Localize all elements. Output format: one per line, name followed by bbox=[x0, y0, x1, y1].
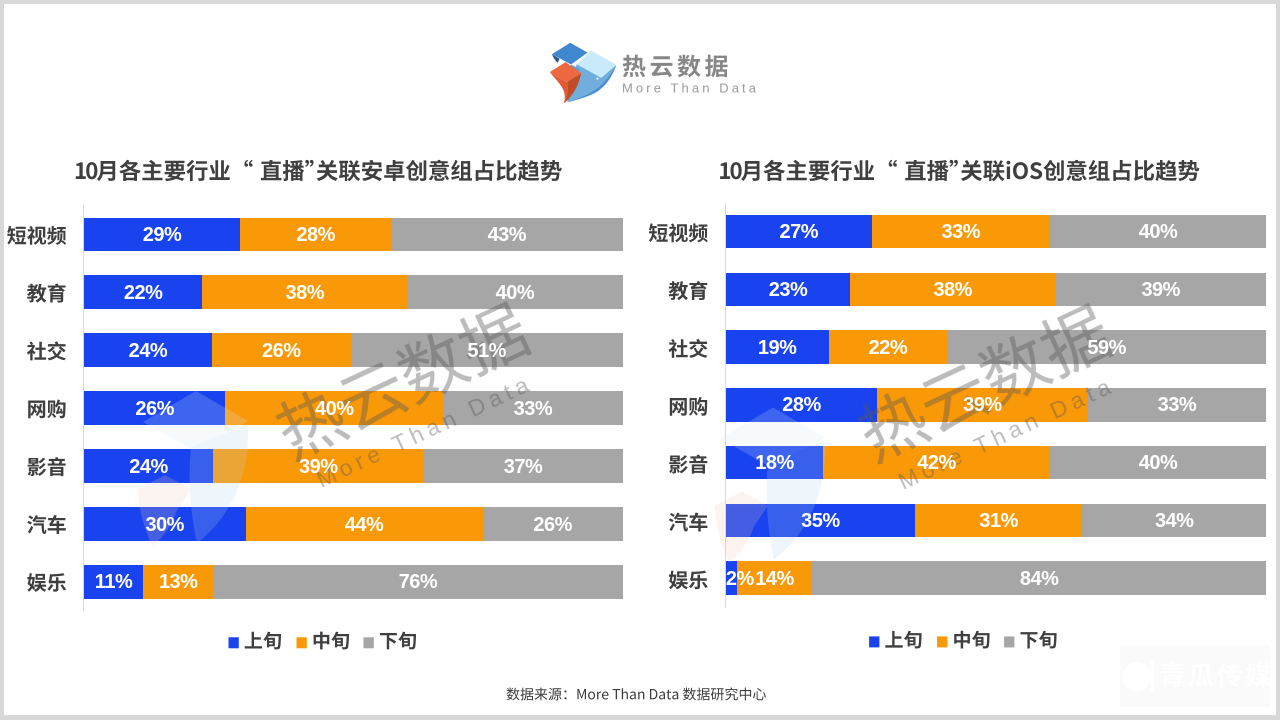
svg-text:More Than Data: More Than Data bbox=[622, 81, 759, 96]
